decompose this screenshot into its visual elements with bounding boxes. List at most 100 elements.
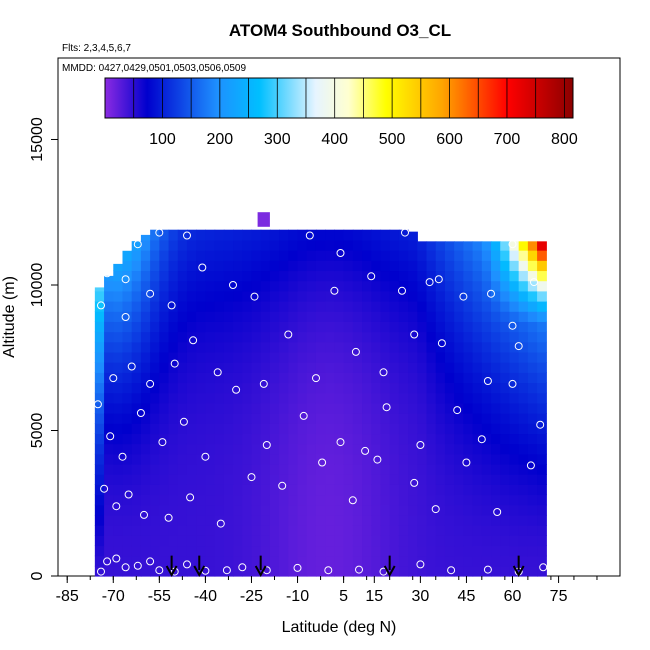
heatmap-cell [408,362,418,373]
heatmap-cell [527,484,538,496]
heatmap-cell [150,321,160,333]
heatmap-cell [306,402,317,414]
heatmap-cell [251,474,262,485]
heatmap-cell [426,351,437,363]
heatmap-cell [196,229,207,241]
heatmap-cell [491,535,501,547]
heatmap-cell [398,555,409,567]
heatmap-cell [537,290,547,302]
heatmap-cell [481,555,492,567]
heatmap-cell [435,463,446,475]
heatmap-cell [315,372,326,384]
heatmap-cell [140,372,151,384]
y-tick-label: 10000 [29,263,46,308]
heatmap-cell [104,453,114,465]
heatmap-cell [177,311,188,322]
heatmap-cell [260,413,271,424]
heatmap-cell [205,514,216,526]
heatmap-cell [168,535,179,547]
heatmap-cell [131,290,142,302]
heatmap-cell [325,239,335,251]
heatmap-cell [454,555,464,567]
heatmap-cell [389,525,400,536]
heatmap-cell [260,535,271,547]
heatmap-cell [196,382,207,394]
heatmap-cell [518,382,529,394]
heatmap-cell [251,514,262,526]
heatmap-cell [352,484,363,496]
heatmap-cell [94,463,105,475]
heatmap-cell [94,494,105,506]
heatmap-cell [104,443,114,455]
heatmap-cell [233,331,243,343]
heatmap-cell [131,565,142,577]
heatmap-cell [491,443,501,455]
heatmap-cell [343,443,354,455]
heatmap-cell [343,514,354,526]
heatmap-cell [242,494,253,506]
heatmap-cell [417,463,428,475]
heatmap-cell [500,372,511,384]
heatmap-cell [371,565,382,577]
heatmap-cell [159,514,170,526]
heatmap-cell [205,433,216,445]
heatmap-cell [527,494,538,506]
heatmap-cell [444,372,455,384]
heatmap-cell [315,300,326,312]
heatmap-cell [417,443,428,455]
heatmap-cell [279,382,289,394]
heatmap-cell [509,545,520,557]
heatmap-cell [352,250,363,261]
heatmap-cell [398,321,409,333]
heatmap-cell [104,514,114,526]
heatmap-cell [214,555,225,567]
heatmap-cell [463,463,474,475]
heatmap-cell [527,392,538,404]
heatmap-cell [380,494,391,506]
x-axis-label: Latitude (deg N) [282,619,397,636]
heatmap-cell [444,392,455,404]
observation-point [355,565,363,574]
heatmap-cell [325,535,335,547]
heatmap-cell [242,565,253,577]
heatmap-cell [398,280,409,292]
heatmap-cell [481,351,492,363]
heatmap-cell [408,525,418,536]
heatmap-cell [242,413,253,424]
heatmap-cell [104,321,114,333]
heatmap-cell [242,402,253,414]
heatmap-cell [343,525,354,536]
heatmap-cell [472,494,483,506]
heatmap-cell [380,331,391,343]
observation-point [213,368,222,377]
heatmap-cell [472,484,483,496]
heatmap-cell [177,229,188,241]
heatmap-cell [242,545,253,557]
heatmap-cell [537,280,547,292]
heatmap-cell [491,241,501,251]
heatmap-cell [269,565,280,577]
heatmap-cell [417,341,428,353]
heatmap-cell [527,463,538,475]
heatmap-cell [113,565,124,577]
heatmap-cell [104,484,114,496]
heatmap-cell [94,351,105,363]
heatmap-cell [104,565,114,577]
heatmap-cell [159,402,170,414]
heatmap-cell [491,331,501,343]
observation-point [186,493,195,502]
heatmap-cell [408,565,418,577]
heatmap-cell [481,382,492,394]
heatmap-cell [454,311,464,322]
heatmap-cell [214,382,225,394]
heatmap-cell [131,453,142,465]
heatmap-cell [537,494,547,506]
heatmap-cell [260,494,271,506]
heatmap-cell [168,250,179,261]
heatmap-cell [398,484,409,496]
observation-point [222,566,231,575]
heatmap-cell [113,413,124,424]
heatmap-cell [288,484,299,496]
heatmap-cell [94,433,105,445]
heatmap-cell [260,311,271,322]
